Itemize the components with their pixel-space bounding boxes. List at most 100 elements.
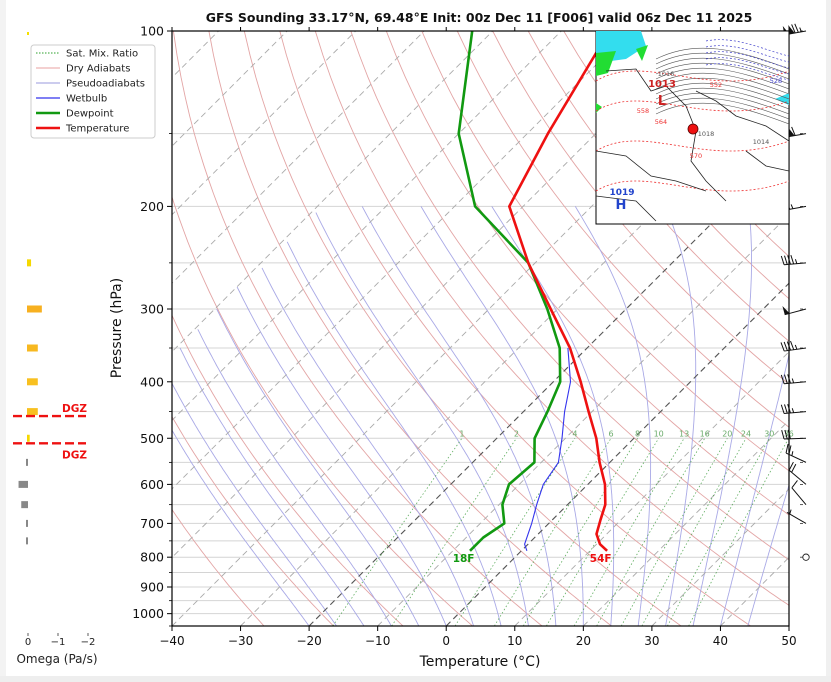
barb-full [788,461,794,471]
barb-shaft [785,452,807,463]
dry-adiabat [492,31,789,385]
x-tick-label: 20 [576,634,591,648]
mixing-ratio-label: 30 [764,429,774,438]
inset-thickness-contour [705,39,789,57]
dry-adiabat [208,31,612,626]
barb-full [787,429,791,439]
mixing-ratio-label: 16 [700,429,710,438]
omega-bar [27,378,38,386]
mixing-ratio-label: 1 [459,429,464,438]
barb-shaft [788,469,807,485]
mixing-ratio-line [332,438,463,626]
barb-flag [782,305,790,315]
mixing-ratio-label: 20 [722,429,732,438]
inset-isobar [655,97,789,120]
y-tick-label: 900 [140,579,164,594]
pseudoadiabat [172,429,310,626]
inset-label: 552 [710,81,722,89]
wind-barb [780,340,807,352]
y-tick-label: 200 [140,199,164,214]
dry-adiabat [172,314,404,626]
omega-bar [21,501,28,509]
mixing-ratio-line [454,438,576,626]
mixing-ratio-label: 8 [635,429,640,438]
legend-label: Dry Adiabats [66,64,130,75]
barb-shaft [784,381,807,385]
mixing-ratio-label: 10 [654,429,664,438]
barb-full [791,24,796,34]
barb-half [791,408,795,413]
mixing-ratio-line [522,438,638,626]
inset-thickness-contour [705,57,789,75]
x-tick-label: 0 [442,634,450,648]
barb-full [784,255,788,265]
inset-label: 1018 [698,130,715,138]
inset-thickness-contour [705,45,789,63]
barb-shaft [786,511,807,524]
legend-label: Temperature [65,124,129,135]
wind-barb [791,480,807,505]
barb-full [783,341,788,351]
y-tick-label: 1000 [132,606,164,621]
right-margin [826,0,831,682]
inset-border [596,150,707,192]
dry-adiabat [421,31,789,472]
x-axis-ticks: −40 −30 −20 −10 0 10 20 30 40 50 [159,27,797,648]
mixing-ratio-label: 13 [679,429,689,438]
barb-shaft [784,262,807,266]
omega-tick-label: 0 [25,637,31,648]
dry-adiabat [243,31,682,626]
inset-label: 1019 [609,188,634,198]
dry-adiabat [812,31,831,626]
dry-adiabat [385,31,789,516]
dry-adiabat [350,31,789,561]
barb-full [791,463,797,473]
y-tick-label: 700 [140,516,164,531]
wind-barb [782,305,807,316]
barb-full [784,404,788,414]
barb-full [780,374,785,384]
mixing-ratio-line [573,438,685,626]
mixing-ratio-label: 4 [572,429,577,438]
pseudoadiabat [361,206,557,626]
isotherm-line [172,31,562,421]
barb-full [791,480,798,489]
isotherm-line [308,145,789,626]
dry-adiabat [172,415,334,626]
pseudoadiabat [172,382,337,626]
dry-adiabat [456,31,789,428]
inset-label: 570 [690,152,702,160]
barb-half [791,451,794,456]
isotherms [172,31,789,626]
wind-barb [780,404,807,415]
x-tick-label: −30 [228,634,253,648]
mixing-ratio-label: 2 [514,429,519,438]
y-tick-label: 800 [140,550,164,565]
barb-flag [788,25,795,34]
mixing-ratio-line [641,438,747,626]
dry-adiabat [279,31,751,626]
y-axis-label: Pressure (hPa) [109,278,125,378]
barb-full [786,341,792,351]
inset-thickness-contour [705,63,789,81]
barb-full [788,445,792,455]
omega-bar [27,305,42,313]
barb-full [780,255,785,265]
surface-annotations: 18F 54F [453,553,612,565]
pseudoadiabat [261,267,475,626]
isotherm-line [172,31,631,490]
inset-isobar [655,52,789,75]
dry-adiabat [563,31,789,300]
annotation-54f: 54F [590,553,612,565]
inset-isobar [655,62,789,85]
omega-bar [27,434,30,442]
pseudoadiabat [692,206,752,626]
wind-barb [785,443,807,463]
omega-bar [26,537,28,545]
mixing-ratio-line [546,438,660,626]
plot-frame [171,30,790,627]
isotherm-line [172,31,425,284]
